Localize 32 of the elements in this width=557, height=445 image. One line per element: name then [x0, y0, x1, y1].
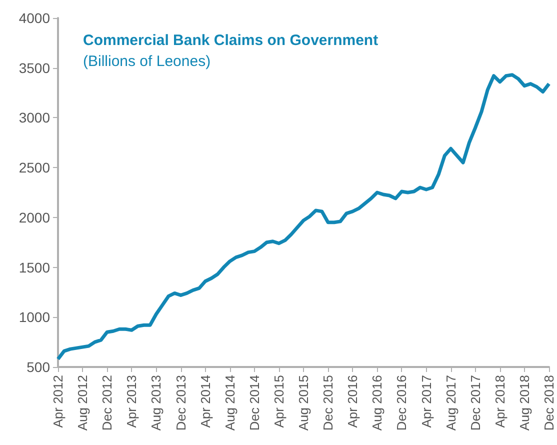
- y-tick-label: 3000: [18, 110, 50, 126]
- x-tick-label: Aug 2012: [75, 375, 90, 431]
- x-tick-label: Aug 2017: [443, 375, 458, 431]
- y-tick-label: 4000: [18, 10, 50, 26]
- x-tick-label: Aug 2018: [516, 375, 532, 431]
- y-tick-label: 1500: [18, 259, 50, 276]
- x-tick-label: Dec 2012: [100, 375, 115, 431]
- y-tick-label: 2000: [18, 209, 50, 226]
- y-tick-label: 2500: [18, 160, 50, 176]
- x-tick-label: Dec 2016: [394, 375, 410, 431]
- x-tick-label: Dec 2015: [320, 375, 336, 431]
- text: Commercial Bank Claims on Government: [83, 32, 378, 49]
- x-tick-label: Aug 2013: [148, 375, 164, 431]
- x-tick-label: Apr 2018: [492, 375, 508, 428]
- x-tick-label: Apr 2012: [50, 375, 66, 428]
- x-tick-label: Dec 2018: [542, 375, 556, 431]
- x-tick-label: Aug 2016: [370, 375, 385, 431]
- x-tick-label: Dec 2014: [246, 375, 262, 431]
- x-tick-label: Aug 2014: [222, 375, 238, 431]
- x-tick-label: Apr 2014: [198, 375, 213, 428]
- y-tick-label: 500: [26, 359, 50, 375]
- line-series: [56, 73, 551, 361]
- x-tick-label: Apr 2013: [124, 375, 140, 428]
- x-tick-label: Dec 2017: [468, 375, 483, 431]
- text: (Billions of Leones): [83, 53, 211, 70]
- x-tick-label: Dec 2013: [173, 375, 188, 431]
- x-tick-label: Aug 2015: [296, 375, 311, 431]
- x-tick-label: Apr 2017: [418, 375, 434, 428]
- x-tick-label: Apr 2015: [271, 375, 286, 428]
- x-tick-label: Apr 2016: [345, 375, 360, 428]
- y-tick-label: 3500: [18, 60, 50, 76]
- y-tick-label: 1000: [18, 309, 50, 326]
